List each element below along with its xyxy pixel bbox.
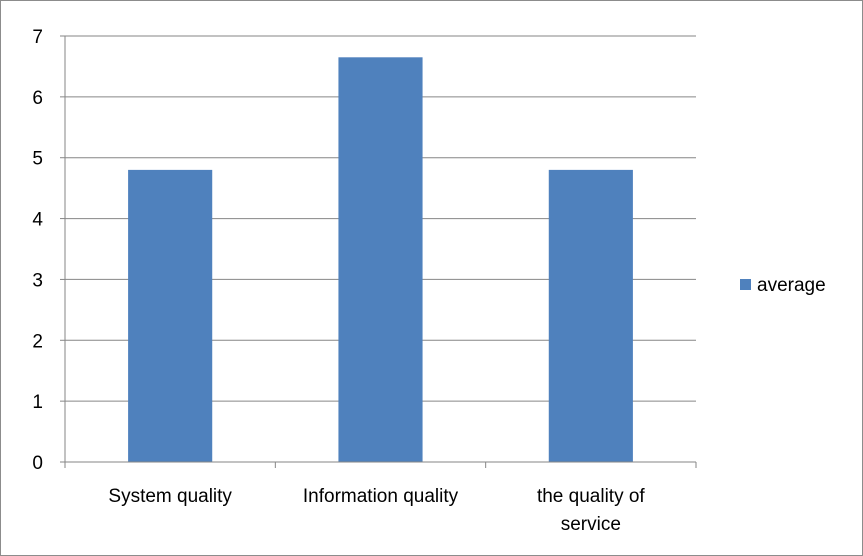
y-tick-label: 7	[32, 27, 43, 48]
x-category-label: the quality of	[537, 486, 645, 507]
y-tick-labels: 0 1 2 3 4 5 6 7	[32, 27, 43, 474]
bar-system-quality	[128, 169, 213, 462]
x-category-label: System quality	[108, 486, 232, 507]
bar-information-quality	[338, 57, 423, 463]
y-tick-label: 4	[32, 210, 43, 231]
y-tick-label: 5	[32, 149, 43, 170]
y-tick-label: 3	[32, 270, 43, 291]
axes	[60, 35, 697, 468]
y-tick-label: 6	[32, 88, 43, 109]
y-tick-label: 1	[32, 392, 43, 413]
y-tick-label: 0	[32, 453, 43, 474]
bar-the-quality-of-service	[548, 169, 633, 462]
legend: average	[740, 275, 826, 296]
x-category-label: service	[561, 514, 621, 535]
legend-label-average: average	[757, 275, 826, 296]
bars	[128, 57, 633, 463]
y-tick-label: 2	[32, 331, 43, 352]
legend-swatch-average	[740, 279, 751, 290]
x-category-labels: System quality Information quality the qua…	[108, 486, 645, 535]
x-category-label: Information quality	[303, 486, 459, 507]
